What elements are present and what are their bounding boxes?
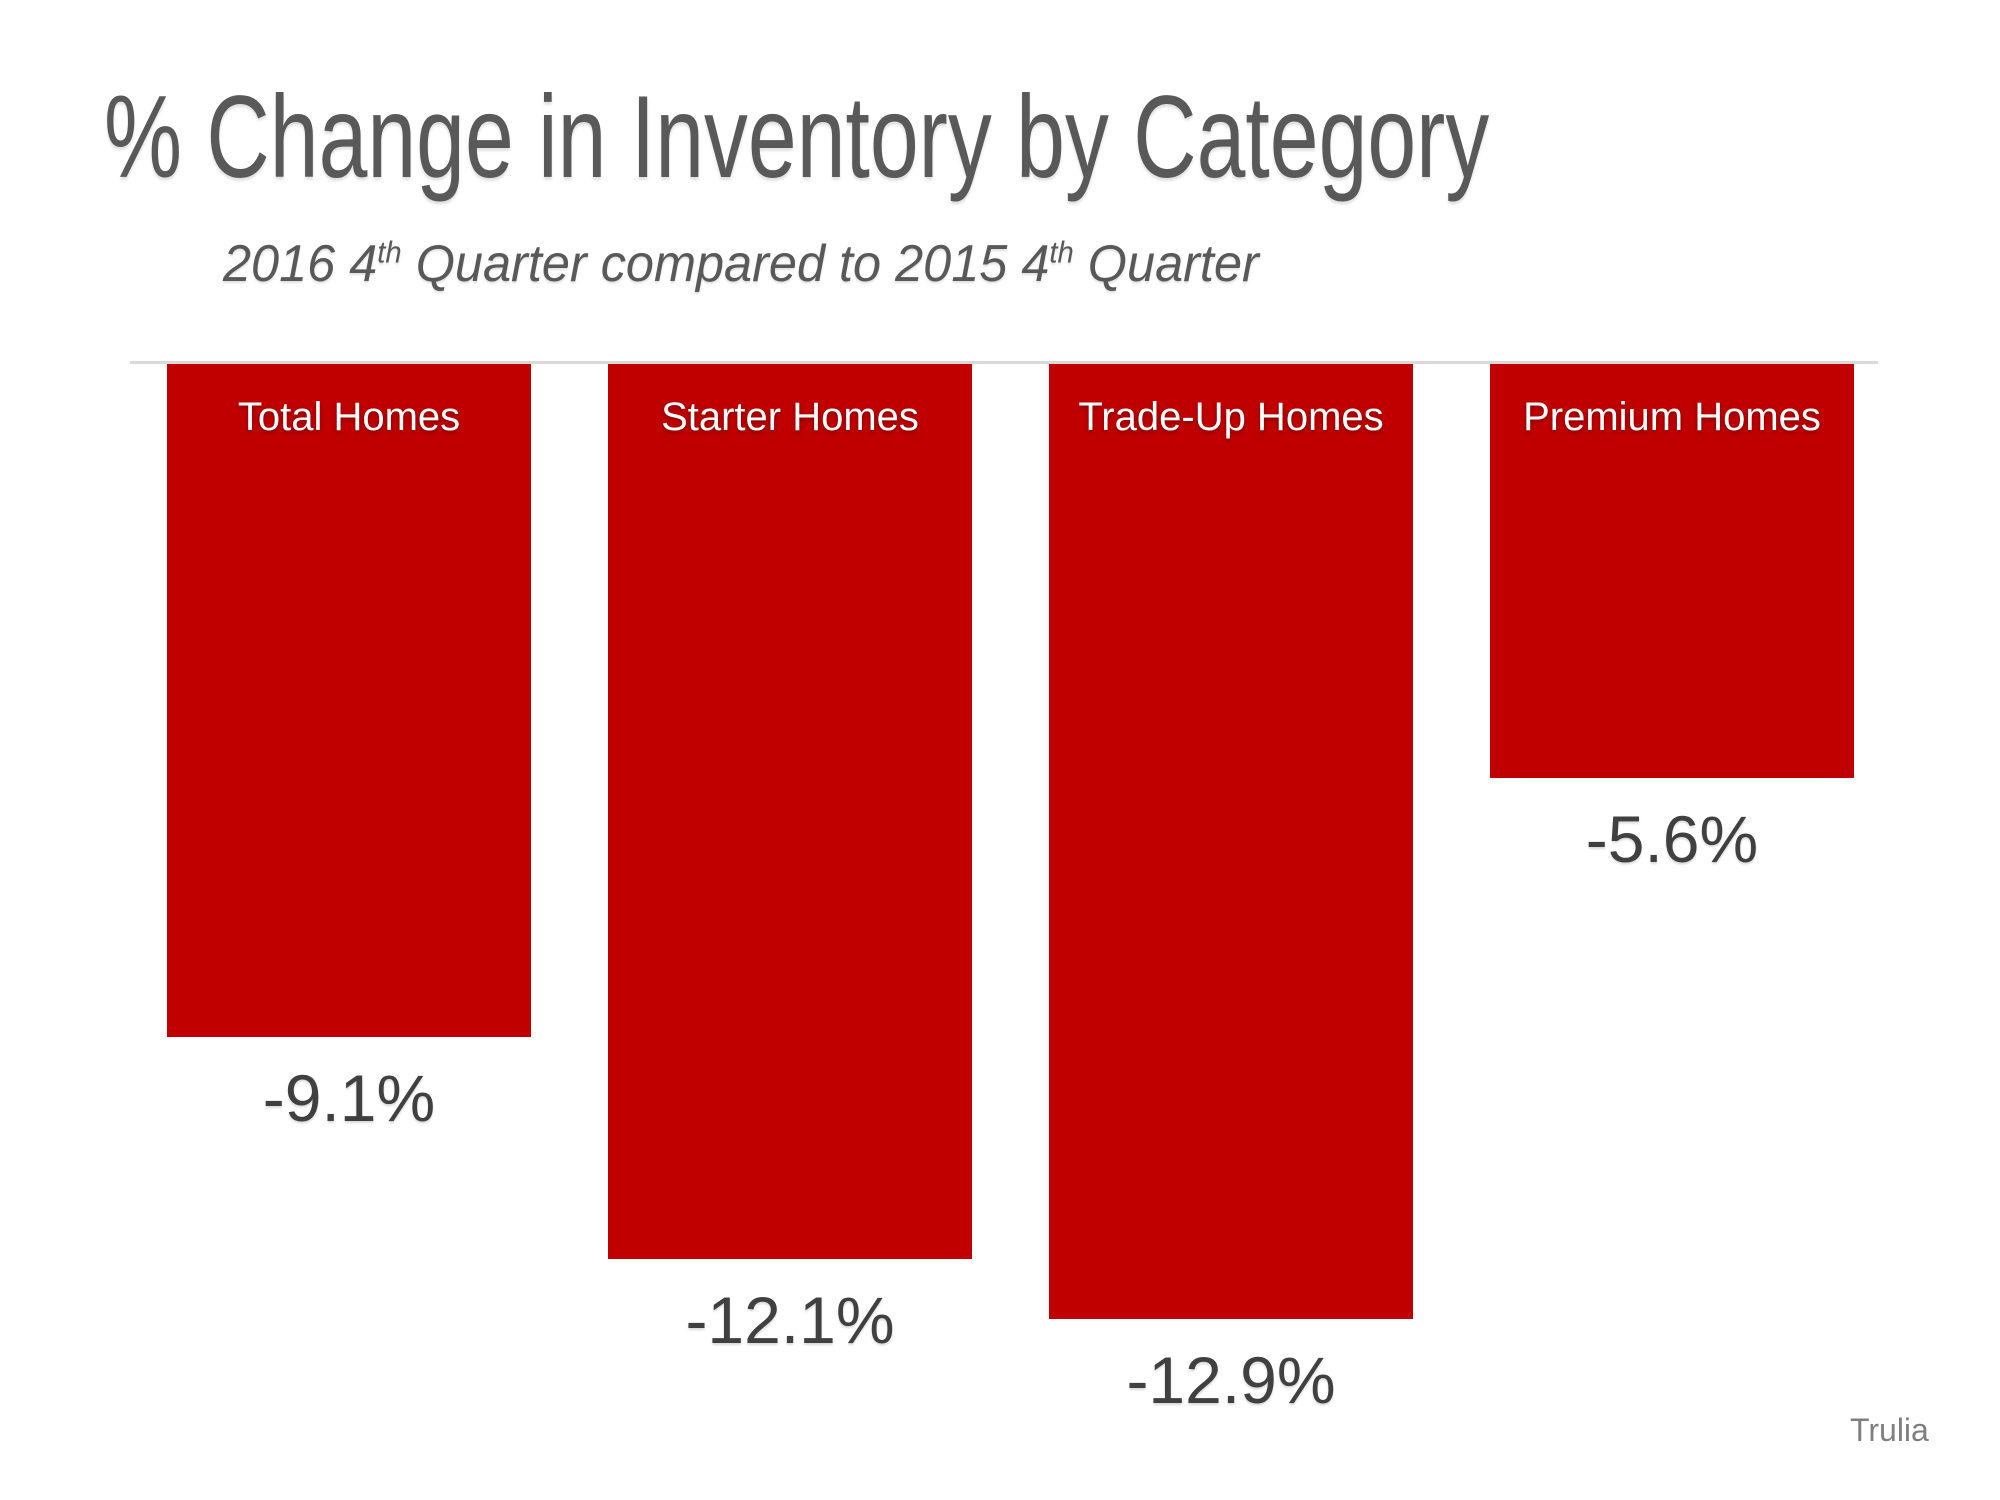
bar: Total Homes bbox=[167, 364, 531, 1037]
subtitle-superscript-1: th bbox=[377, 236, 402, 270]
bar-value-label: -12.9% bbox=[1126, 1343, 1336, 1417]
bar-category-label: Starter Homes bbox=[661, 395, 919, 439]
bar-value-label: -9.1% bbox=[262, 1061, 436, 1135]
bar: Trade-Up Homes bbox=[1049, 364, 1413, 1319]
bar: Starter Homes bbox=[608, 364, 972, 1259]
bar-value-label: -12.1% bbox=[685, 1283, 895, 1357]
bar-category-label: Trade-Up Homes bbox=[1078, 395, 1384, 439]
subtitle-text-3: Quarter bbox=[1073, 235, 1259, 293]
bar: Premium Homes bbox=[1490, 364, 1854, 778]
source-credit: Trulia bbox=[1850, 1412, 1929, 1448]
chart-subtitle: 2016 4th Quarter compared to 2015 4th Qu… bbox=[223, 236, 1259, 292]
subtitle-superscript-2: th bbox=[1049, 236, 1074, 270]
zero-baseline bbox=[130, 361, 1878, 364]
bar-category-label: Total Homes bbox=[237, 395, 461, 439]
subtitle-text-1: 2016 4 bbox=[223, 235, 378, 293]
chart-title: % Change in Inventory by Category bbox=[104, 71, 1490, 202]
bar-value-label: -5.6% bbox=[1585, 802, 1759, 876]
subtitle-text-2: Quarter compared to 2015 4 bbox=[401, 235, 1050, 293]
bar-category-label: Premium Homes bbox=[1523, 395, 1821, 439]
